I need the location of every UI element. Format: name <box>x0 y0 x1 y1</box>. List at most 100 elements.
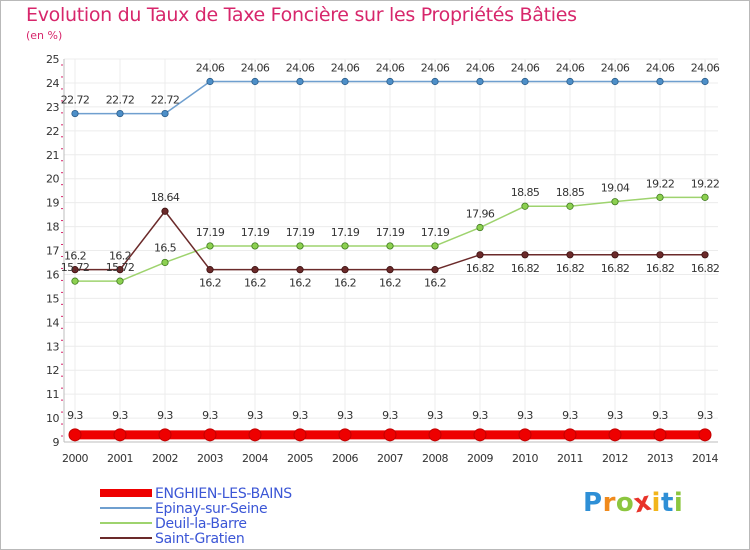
data-point <box>698 428 712 442</box>
x-tick-label: 2000 <box>62 452 88 465</box>
data-point <box>206 77 214 86</box>
data-point <box>158 428 172 442</box>
data-point <box>338 428 352 442</box>
logo-letter: P <box>583 488 603 518</box>
data-label: 24.06 <box>601 62 630 75</box>
data-label: 24.06 <box>376 62 405 75</box>
data-label: 15.72 <box>61 261 90 274</box>
data-point <box>656 193 664 201</box>
x-tick-label: 2002 <box>152 452 178 465</box>
data-label: 9.3 <box>697 409 713 422</box>
data-point <box>71 109 79 118</box>
data-point <box>476 77 484 86</box>
data-point <box>116 266 124 274</box>
data-point <box>251 242 259 250</box>
y-tick-label: 18 <box>46 221 59 234</box>
legend-label: Deuil-la-Barre <box>155 516 247 532</box>
data-label: 17.19 <box>196 226 225 239</box>
data-label: 9.3 <box>157 409 173 422</box>
data-label: 16.2 <box>334 277 356 290</box>
data-label: 16.2 <box>424 277 446 290</box>
y-tick-label: 10 <box>46 412 59 425</box>
y-tick-label: 20 <box>46 173 59 186</box>
data-label: 22.72 <box>106 94 135 107</box>
data-label: 19.22 <box>646 177 675 190</box>
data-label: 9.3 <box>427 409 443 422</box>
data-label: 15.72 <box>106 261 135 274</box>
data-point <box>383 428 397 442</box>
data-label: 9.3 <box>202 409 218 422</box>
data-point <box>251 266 259 274</box>
y-tick-label: 21 <box>46 149 59 162</box>
data-label: 9.3 <box>652 409 668 422</box>
legend-label: Epinay-sur-Seine <box>155 501 267 517</box>
y-tick-label: 19 <box>46 197 59 210</box>
data-label: 16.82 <box>601 262 630 275</box>
data-point <box>431 77 439 86</box>
data-point <box>341 242 349 250</box>
data-label: 16.2 <box>379 277 401 290</box>
data-label: 9.3 <box>562 409 578 422</box>
data-point <box>341 266 349 274</box>
data-point <box>161 207 169 215</box>
data-point <box>566 251 574 259</box>
data-label: 24.06 <box>286 62 315 75</box>
x-tick-label: 2009 <box>467 452 493 465</box>
data-label: 16.82 <box>646 262 675 275</box>
data-point <box>563 428 577 442</box>
x-tick-label: 2013 <box>647 452 673 465</box>
data-label: 16.2 <box>199 277 221 290</box>
data-label: 24.06 <box>511 62 540 75</box>
data-label: 16.82 <box>511 262 540 275</box>
data-label: 24.06 <box>556 62 585 75</box>
data-label: 22.72 <box>61 94 90 107</box>
x-tick-label: 2005 <box>287 452 313 465</box>
data-label: 9.3 <box>517 409 533 422</box>
data-point <box>161 109 169 118</box>
data-point <box>431 242 439 250</box>
legend-label: Saint-Gratien <box>155 531 244 547</box>
y-tick-label: 15 <box>46 292 59 305</box>
data-point <box>656 77 664 86</box>
data-label: 9.3 <box>382 409 398 422</box>
data-label: 17.19 <box>421 226 450 239</box>
x-tick-label: 2001 <box>107 452 133 465</box>
data-label: 9.3 <box>247 409 263 422</box>
proxiti-logo: Proxiti <box>583 487 683 520</box>
data-point <box>566 77 574 86</box>
data-label: 16.2 <box>289 277 311 290</box>
y-tick-label: 25 <box>46 53 59 66</box>
data-point <box>116 277 124 285</box>
x-tick-label: 2014 <box>692 452 718 465</box>
data-label: 16.5 <box>154 241 177 254</box>
data-label: 24.06 <box>331 62 360 75</box>
data-point <box>566 202 574 210</box>
data-point <box>116 109 124 118</box>
data-label: 22.72 <box>151 94 180 107</box>
data-point <box>656 251 664 259</box>
data-point <box>521 77 529 86</box>
data-label: 24.06 <box>466 62 495 75</box>
logo-letter: r <box>602 488 616 518</box>
logo-letter: i <box>651 488 661 518</box>
data-point <box>341 77 349 86</box>
data-point <box>611 77 619 86</box>
data-point <box>203 428 217 442</box>
data-point <box>473 428 487 442</box>
data-point <box>161 258 169 267</box>
data-label: 24.06 <box>196 62 225 75</box>
data-point <box>386 242 394 250</box>
y-tick-label: 11 <box>46 388 59 401</box>
data-point <box>476 251 484 259</box>
data-label: 24.06 <box>421 62 450 75</box>
data-point <box>701 193 709 201</box>
data-point <box>476 223 484 232</box>
data-label: 19.04 <box>601 182 630 195</box>
data-label: 16.2 <box>64 250 86 263</box>
data-label: 24.06 <box>241 62 270 75</box>
y-tick-label: 17 <box>46 245 59 258</box>
logo-letter: o <box>615 488 635 518</box>
data-point <box>386 77 394 86</box>
logo-letter: t <box>660 488 674 518</box>
data-point <box>206 266 214 274</box>
